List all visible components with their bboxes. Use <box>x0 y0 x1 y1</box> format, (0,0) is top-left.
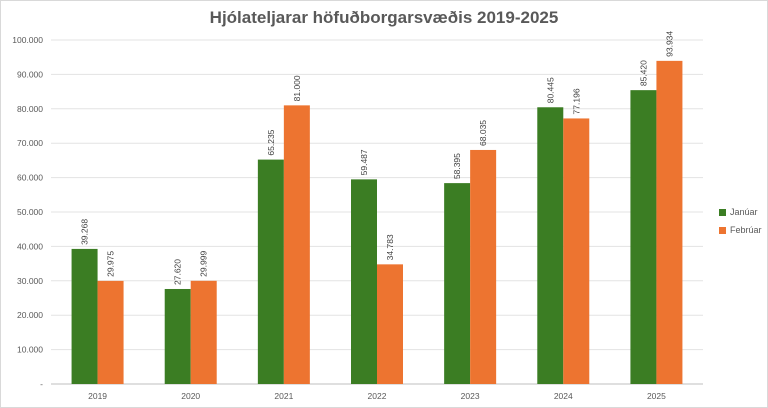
data-label: 59.487 <box>359 149 369 175</box>
bar-series-1 <box>164 288 191 384</box>
bar-series-2 <box>97 280 124 384</box>
chart-title: Hjólateljarar höfuðborgarsvæðis 2019-202… <box>209 8 559 27</box>
data-label: 68.035 <box>478 120 488 146</box>
legend: Janúar Febrúar <box>719 203 762 239</box>
bar-series-1 <box>630 90 657 384</box>
legend-swatch-series-2 <box>719 226 726 234</box>
x-tick-label: 2021 <box>274 391 293 401</box>
data-label: 27.620 <box>173 259 183 285</box>
y-tick-label: - <box>40 379 43 389</box>
y-tick-label: 80.000 <box>17 104 43 114</box>
y-tick-label: 100.000 <box>12 35 43 45</box>
bar-series-2 <box>470 149 497 384</box>
legend-label-series-1: Janúar <box>730 207 758 217</box>
x-tick-label: 2020 <box>181 391 200 401</box>
data-label: 34.783 <box>385 234 395 260</box>
bar-series-2 <box>656 60 683 385</box>
data-label: 81.000 <box>292 75 302 101</box>
data-label: 77.196 <box>571 88 581 114</box>
data-label: 29.999 <box>199 251 209 277</box>
x-tick-label: 2023 <box>461 391 480 401</box>
y-tick-label: 10.000 <box>17 345 43 355</box>
bar-series-1 <box>537 107 564 385</box>
data-label: 39.268 <box>80 219 90 245</box>
y-tick-label: 30.000 <box>17 276 43 286</box>
bar-series-1 <box>444 183 471 384</box>
x-tick-label: 2022 <box>368 391 387 401</box>
data-label: 65.235 <box>266 129 276 155</box>
bar-series-1 <box>351 179 377 384</box>
bar-series-2 <box>283 105 310 385</box>
y-tick-label: 20.000 <box>17 310 43 320</box>
legend-label-series-2: Febrúar <box>730 225 762 235</box>
legend-item-series-2: Febrúar <box>719 221 762 239</box>
data-label: 80.445 <box>545 77 555 103</box>
y-tick-label: 70.000 <box>17 138 43 148</box>
legend-item-series-1: Janúar <box>719 203 762 221</box>
legend-swatch-series-1 <box>719 208 726 216</box>
y-tick-label: 90.000 <box>17 69 43 79</box>
y-tick-label: 60.000 <box>17 173 43 183</box>
y-tick-label: 50.000 <box>17 207 43 217</box>
x-tick-label: 2025 <box>647 391 666 401</box>
data-label: 58.395 <box>452 153 462 179</box>
y-tick-label: 40.000 <box>17 241 43 251</box>
bar-series-1 <box>257 159 284 384</box>
data-label: 93.934 <box>664 31 674 57</box>
data-label: 29.975 <box>106 251 116 277</box>
x-tick-label: 2019 <box>88 391 107 401</box>
bar-series-1 <box>71 248 98 384</box>
x-tick-label: 2024 <box>554 391 573 401</box>
bar-series-2 <box>190 280 217 384</box>
bar-series-2 <box>377 264 403 384</box>
bar-series-2 <box>563 118 590 384</box>
data-label: 85.420 <box>638 60 648 86</box>
